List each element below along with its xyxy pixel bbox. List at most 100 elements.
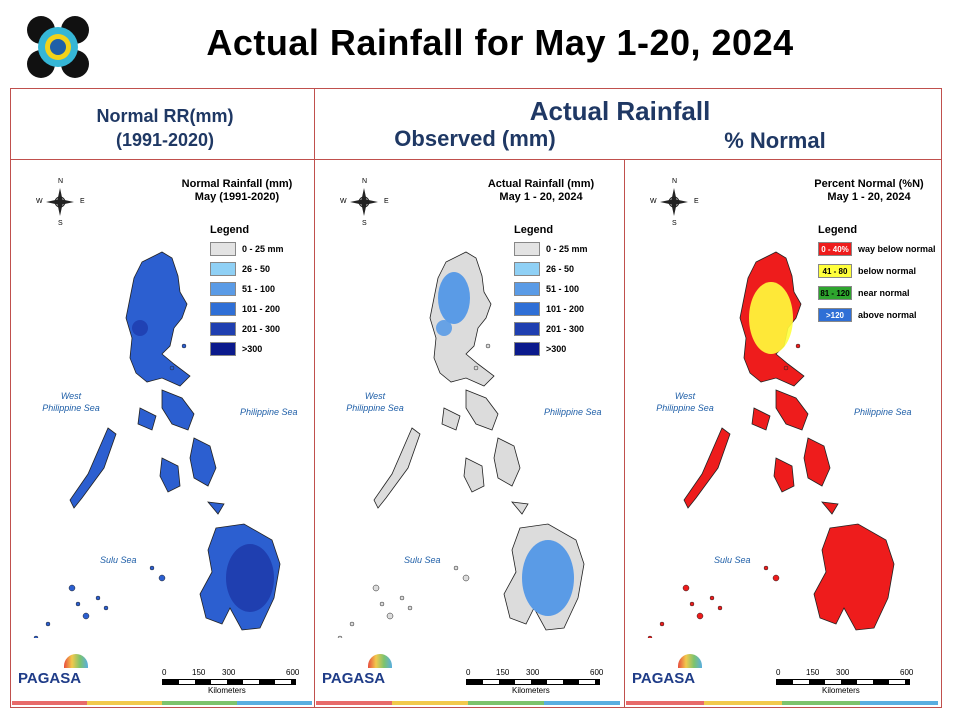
legend-item: >120 above normal [818,308,917,322]
luzon-region [125,251,191,387]
compass-n-label: N [58,178,64,185]
legend-label: 51 - 100 [546,284,580,294]
sea-label-sulu: Sulu Sea [100,555,137,565]
footer-color-band [704,701,782,705]
umbrella-icon [64,654,88,668]
legend-swatch [210,262,236,276]
sea-label-west-line1: West [364,391,386,401]
small-island [473,365,479,371]
sea-label-west-line1: West [674,391,696,401]
column-divider [314,88,315,708]
scale-tick-label: 150 [192,668,206,677]
philippines-map [647,251,895,638]
sea-label-west: West Philippine Sea [340,390,410,414]
legend-item: >300 [514,342,566,356]
small-island [169,365,175,371]
footer-color-band [237,701,312,705]
scale-tick-label: 0 [162,668,167,677]
scale-tick-label: 600 [286,668,300,677]
scale-bar [776,679,910,685]
normal-header: Normal RR(mm) (1991-2020) [20,104,310,152]
legend-swatch [514,302,540,316]
small-island [763,565,769,571]
compass-e-label: E [694,198,699,205]
scale-tick-label: 0 [776,668,781,677]
legend-label: 201 - 300 [546,324,585,334]
small-island [462,574,470,582]
small-island [45,621,51,627]
legend-label: >300 [546,344,567,354]
scale-tick-label: 300 [836,668,850,677]
small-island [407,605,413,611]
legend-swatch [210,302,236,316]
column-divider [624,160,625,708]
umbrella-icon [368,654,392,668]
map-title-line2: May 1 - 20, 2024 [499,191,583,203]
footer-color-band [162,701,237,705]
small-island [772,574,780,582]
legend-swatch [514,282,540,296]
scale-tick-label: 300 [222,668,236,677]
small-island [647,635,653,638]
small-island [337,635,343,638]
legend-label: 101 - 200 [242,304,281,314]
map-title: Percent Normal (%N) May 1 - 20, 2024 [804,178,934,204]
scale-tick-label: 150 [806,668,820,677]
compass-s-label: S [672,220,677,227]
map-title-line1: Actual Rainfall (mm) [487,178,595,190]
scale-unit-label: Kilometers [822,686,860,695]
philippines-map [337,251,585,638]
map-panel-normal: N S W E Normal Rainfall (mm) May (1991-2020) L… [12,160,313,707]
compass-rose-icon [350,188,378,216]
sea-label-west: West Philippine Sea [650,390,720,414]
legend-title: Legend [514,224,554,236]
small-island [689,601,695,607]
sea-label-east: Philippine Sea [240,407,298,417]
map-title-line2: May 1 - 20, 2024 [827,191,911,203]
small-island [379,601,385,607]
compass-s-label: S [58,220,63,227]
legend-label: 101 - 200 [546,304,585,314]
map-panel-observed: N S W E Actual Rainfall (mm) May 1 - 20, 2024… [316,160,623,707]
small-island [399,595,405,601]
sea-label-east: Philippine Sea [544,407,602,417]
pagasa-seal-icon [24,14,92,80]
scale-tick-label: 300 [526,668,540,677]
footer-color-band [860,701,938,705]
legend-label: 201 - 300 [242,324,281,334]
scale-bar [162,679,296,685]
small-island [386,612,394,620]
small-island [795,343,801,349]
sea-label-west-line1: West [60,391,82,401]
legend-item: 0 - 25 mm [514,242,588,256]
legend-label: 51 - 100 [242,284,276,294]
observed-header: Observed (mm) [394,126,556,151]
map-title: Normal Rainfall (mm) May (1991-2020) [172,178,302,204]
legend-item: 101 - 200 [210,302,280,316]
legend-item: 41 - 80 below normal [818,264,916,278]
scale-tick-label: 600 [900,668,914,677]
page-title: Actual Rainfall for May 1-20, 2024 [206,22,794,63]
philippines-map [33,251,281,638]
small-island [181,343,187,349]
legend-swatch [210,242,236,256]
scale-tick-label: 0 [466,668,471,677]
percent-header: % Normal [724,128,826,153]
map-title: Actual Rainfall (mm) May 1 - 20, 2024 [476,178,606,204]
legend-label: above normal [858,310,917,320]
compass-w-label: W [36,198,43,205]
small-island [75,601,81,607]
small-island [783,365,789,371]
small-island [95,595,101,601]
footer-color-band [626,701,704,705]
legend-swatch [514,262,540,276]
visayas-mindanao-region [683,389,895,631]
footer-color-band [544,701,620,705]
sea-label-west-line2: Philippine Sea [656,403,714,413]
legend-swatch [514,242,540,256]
legend-title: Legend [818,224,858,236]
legend-label: 0 - 25 mm [546,244,588,254]
map-title-line1: Percent Normal (%N) [814,178,924,190]
footer-color-band [782,701,860,705]
footer-color-band [87,701,162,705]
